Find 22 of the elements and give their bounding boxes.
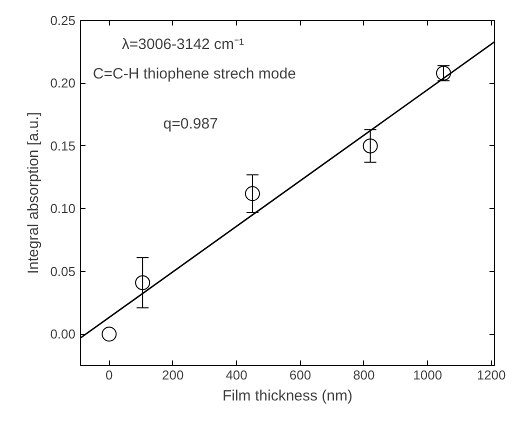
annotation: q=0.987 <box>163 116 218 132</box>
y-tick-label: 0.00 <box>50 326 76 342</box>
annotation: λ=3006-3142 cm⁻¹ <box>122 36 244 54</box>
y-tick-label: 0.15 <box>50 138 76 154</box>
x-tick-label: 0 <box>106 368 113 382</box>
x-tick-label: 400 <box>226 368 248 382</box>
point <box>244 186 260 202</box>
y-axis-title: Integral absorption [a.u.] <box>25 112 42 274</box>
x-axis-title: Film thickness (nm) <box>222 388 353 404</box>
x-tick-label: 1200 <box>476 368 506 382</box>
point <box>362 138 378 154</box>
x-tick-label: 800 <box>353 368 375 382</box>
y-tick-label: 0.25 <box>50 13 76 28</box>
y-tick-label: 0.05 <box>50 264 76 279</box>
point <box>102 326 117 342</box>
y-tick-label: 0.10 <box>50 201 76 216</box>
x-tick-label: 1000 <box>413 368 442 382</box>
annotation: C=C-H thiophene strech mode <box>92 65 296 82</box>
point <box>135 275 150 290</box>
x-tick-label: 600 <box>289 368 312 382</box>
y-tick-label: 0.20 <box>50 76 76 91</box>
x-tick-label: 200 <box>162 368 184 382</box>
